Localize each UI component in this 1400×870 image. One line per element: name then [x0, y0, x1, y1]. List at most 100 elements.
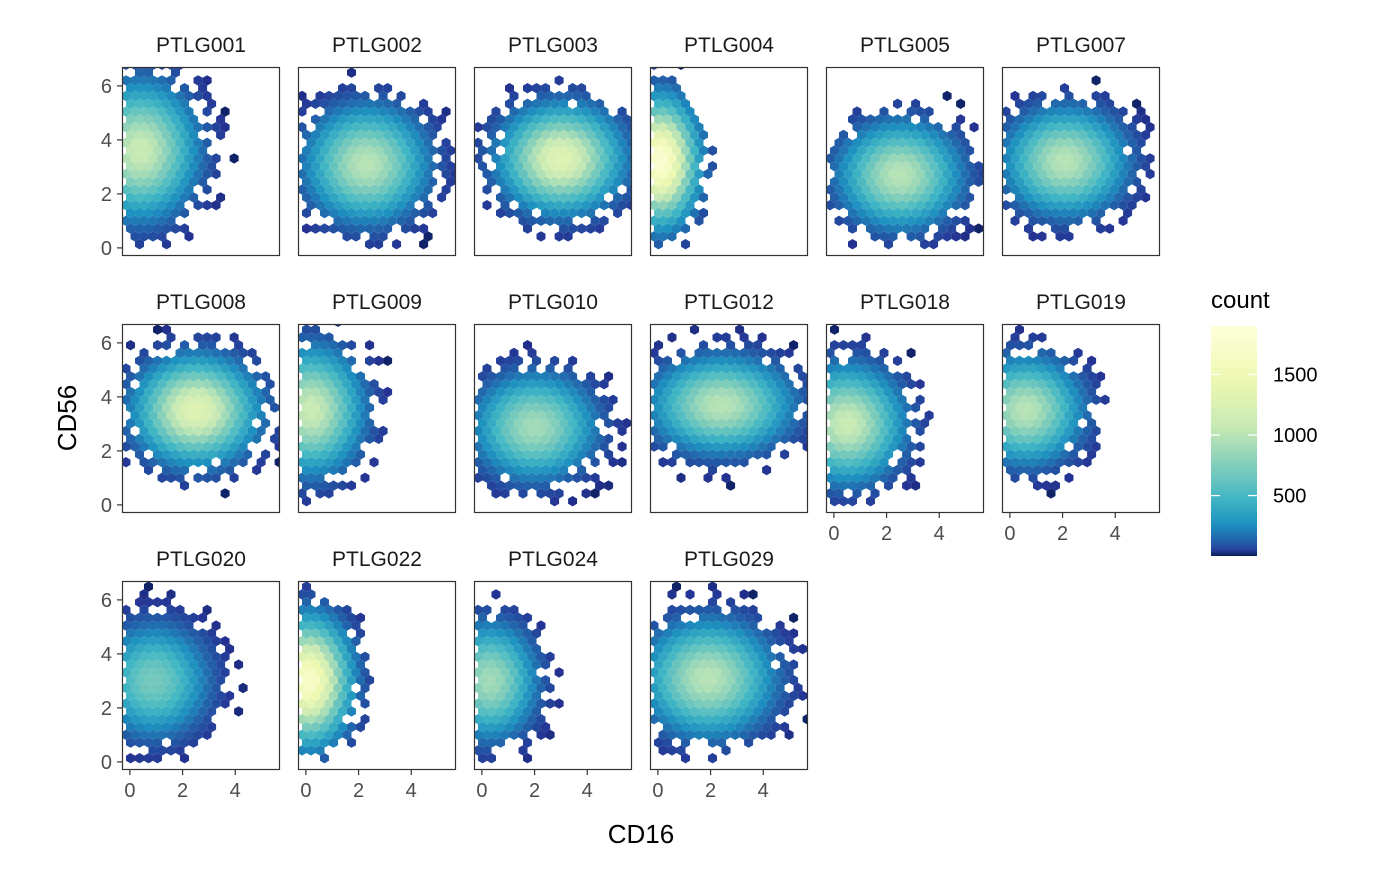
hexbin — [735, 418, 745, 429]
hexbin — [505, 192, 514, 203]
hexbin — [302, 480, 311, 491]
hexbin — [730, 698, 740, 709]
hexbin — [324, 394, 334, 405]
hexbin — [1033, 114, 1042, 125]
hexbin — [884, 114, 893, 125]
hexbin — [888, 200, 898, 211]
hexbin — [1123, 207, 1133, 219]
hexbin — [474, 651, 483, 662]
hexbin — [1051, 161, 1060, 172]
hexbin — [122, 379, 131, 390]
y-tick-label: 6 — [101, 590, 112, 612]
facet-PTLG009: PTLG009 — [297, 291, 457, 514]
hexbin — [536, 153, 546, 164]
hexbin — [730, 651, 740, 662]
hexbin — [830, 161, 839, 172]
hexbin — [559, 98, 569, 109]
hexbin — [487, 176, 496, 187]
hexbin — [654, 675, 663, 686]
hexbin — [545, 410, 555, 421]
hexbin — [523, 98, 532, 109]
hexbin — [474, 604, 483, 616]
hexbin — [536, 184, 546, 195]
hexbin — [581, 472, 591, 483]
hexbin — [748, 667, 758, 678]
hexbin — [514, 176, 523, 187]
hexbin — [338, 449, 347, 460]
hexbin — [1105, 129, 1115, 141]
hexbin — [830, 464, 839, 476]
hexbin — [153, 402, 162, 413]
hexbin — [1046, 488, 1056, 499]
hexbin — [175, 90, 185, 102]
hexbin — [527, 363, 537, 374]
hexbin — [333, 137, 343, 148]
hexbin — [708, 659, 717, 670]
hexbin — [157, 200, 167, 211]
hexbin — [1105, 176, 1115, 187]
hexbin — [302, 223, 311, 234]
hexbin — [122, 714, 131, 725]
hexbin — [360, 184, 370, 195]
hexbin — [342, 620, 352, 631]
hexbin — [744, 340, 754, 351]
hexbin — [753, 371, 763, 382]
hexbin — [171, 98, 180, 109]
hexbin — [500, 168, 510, 180]
hexbin — [681, 161, 690, 172]
hexbin — [189, 402, 199, 413]
hexbin — [577, 386, 587, 398]
hexbin — [478, 386, 487, 398]
hexbin — [586, 418, 596, 429]
hexbin — [139, 122, 149, 133]
hexbin — [915, 106, 925, 117]
hexbin — [207, 449, 217, 460]
hexbin — [229, 394, 239, 405]
hexbin — [311, 355, 320, 366]
hexbin — [234, 402, 244, 413]
hexbin — [690, 706, 699, 717]
hexbin — [130, 137, 140, 148]
hexbin — [545, 457, 555, 468]
hexbin — [766, 636, 776, 647]
hexbin — [793, 363, 803, 374]
hexbin — [360, 122, 370, 133]
hexbin — [843, 200, 853, 211]
hexbin — [852, 215, 862, 226]
hexbin — [848, 145, 857, 156]
hexbin — [861, 363, 871, 374]
hexbin — [1060, 207, 1069, 219]
hexbin — [396, 153, 406, 164]
hexbin — [207, 628, 217, 639]
hexbin — [613, 192, 623, 203]
hexbin — [238, 682, 248, 694]
hexbin — [509, 184, 519, 195]
panel-border — [297, 66, 457, 257]
hexbin — [690, 355, 699, 366]
hexbin — [1010, 90, 1020, 102]
hexbin — [1064, 137, 1074, 148]
hexbin — [153, 223, 162, 234]
hexbin — [888, 410, 898, 421]
hexbin — [509, 106, 519, 117]
hexbin — [527, 122, 537, 133]
hexbin — [356, 433, 365, 444]
hexbin — [252, 433, 262, 444]
hexbin — [1091, 153, 1101, 164]
x-tick-label: 2 — [881, 523, 892, 545]
hexbin — [153, 433, 162, 444]
hexbin — [216, 464, 226, 476]
hexbin — [622, 176, 632, 187]
hexbin — [1046, 153, 1056, 164]
hexbin — [1069, 176, 1079, 187]
hexbin — [360, 667, 370, 678]
hexbin — [298, 589, 307, 600]
hexbin — [474, 667, 483, 678]
hexbin — [721, 410, 731, 421]
hexbin — [1118, 200, 1128, 211]
x-tick-label: 4 — [934, 523, 945, 545]
hexbin — [478, 464, 487, 476]
hexbin — [333, 363, 343, 374]
hexbin — [667, 122, 677, 133]
hexbin — [1006, 464, 1015, 476]
